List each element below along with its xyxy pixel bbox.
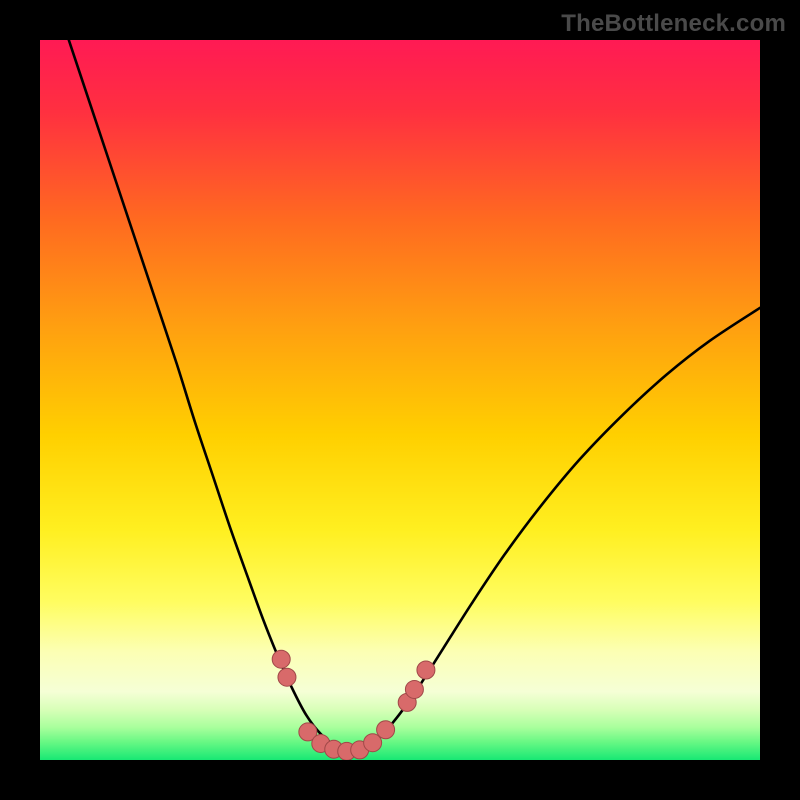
- marker-dot: [405, 680, 423, 698]
- marker-dot: [272, 650, 290, 668]
- marker-dot: [278, 668, 296, 686]
- marker-dot: [377, 721, 395, 739]
- watermark-text: TheBottleneck.com: [561, 10, 786, 38]
- plot-area: [40, 40, 760, 760]
- plot-svg: [40, 40, 760, 760]
- gradient-background: [40, 40, 760, 760]
- marker-dot: [417, 661, 435, 679]
- chart-container: TheBottleneck.com: [0, 0, 800, 800]
